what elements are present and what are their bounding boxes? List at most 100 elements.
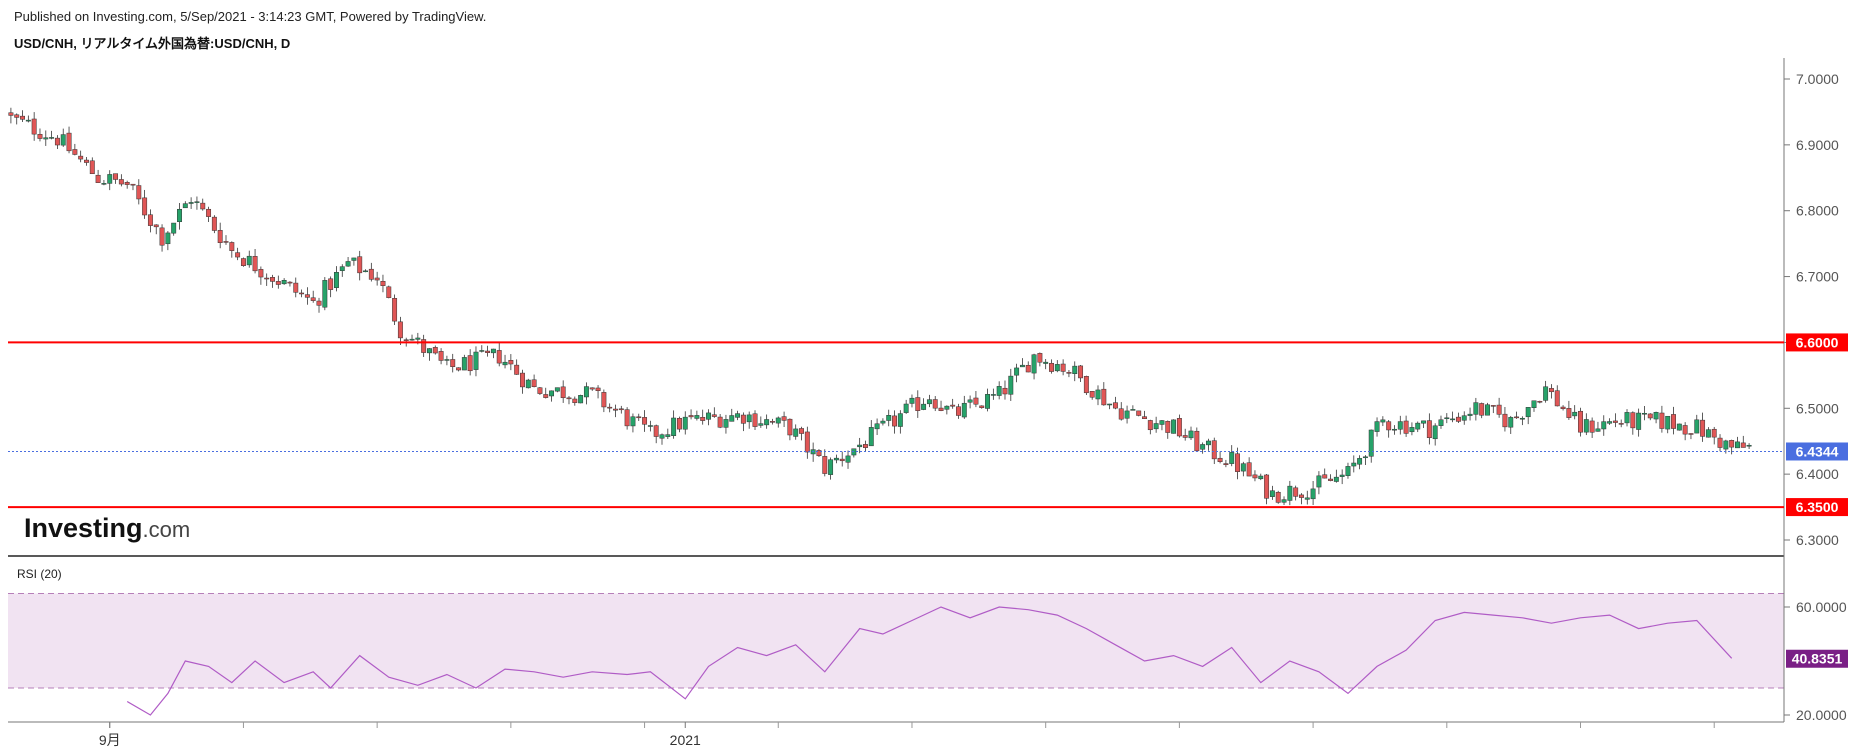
candle-body <box>1043 361 1049 364</box>
candle-body <box>479 350 485 352</box>
candle-body <box>1351 462 1357 467</box>
candle-body <box>1229 452 1235 464</box>
candle-body <box>1211 440 1217 460</box>
candle-body <box>915 397 921 411</box>
candle-body <box>1165 421 1171 433</box>
candle-body <box>537 387 543 394</box>
candle-body <box>1403 420 1409 434</box>
candle-body <box>1537 400 1543 403</box>
candle-body <box>461 357 467 371</box>
candle-body <box>1508 417 1514 428</box>
candle-body <box>1304 497 1310 500</box>
candle-body <box>892 415 897 427</box>
candle-body <box>409 338 415 341</box>
candle-body <box>717 416 723 428</box>
candle-body <box>961 402 967 418</box>
candle-body <box>1066 372 1072 374</box>
candle-body <box>735 413 741 418</box>
candle-body <box>1281 499 1287 503</box>
candle-body <box>95 174 101 183</box>
candle-body <box>1153 423 1159 430</box>
candle-body <box>1705 429 1711 438</box>
level-tag <box>1786 333 1848 352</box>
candle-body <box>816 450 822 457</box>
candle-body <box>310 297 316 301</box>
candle-body <box>729 415 735 422</box>
candle-body <box>490 348 496 354</box>
candle-body <box>514 364 520 375</box>
candle-body <box>1409 427 1415 433</box>
candle-body <box>1729 440 1735 448</box>
candle-body <box>78 155 84 160</box>
candle-body <box>647 425 653 427</box>
candle-body <box>1252 474 1258 479</box>
candle-body <box>1264 474 1270 499</box>
candle-body <box>682 416 688 430</box>
candle-body <box>607 406 613 409</box>
candle-body <box>1130 409 1136 411</box>
candle-body <box>560 386 566 399</box>
candle-body <box>246 255 252 266</box>
candle-body <box>1357 458 1363 465</box>
candle-body <box>1514 416 1520 419</box>
candle-body <box>188 202 194 204</box>
candle-body <box>769 421 775 423</box>
candle-body <box>1025 365 1031 373</box>
candle-body <box>1316 475 1322 488</box>
candle-body <box>211 216 217 231</box>
candle-body <box>1450 418 1456 421</box>
level-tag-label: 6.3500 <box>1796 499 1839 515</box>
candle-body <box>1659 412 1665 429</box>
candle-body <box>1293 487 1299 497</box>
candle-body <box>1735 441 1740 449</box>
candle-body <box>1636 412 1642 430</box>
candle-body <box>1641 412 1647 415</box>
time-axis-ticks: 9月 2021 <box>99 722 1715 748</box>
candle-body <box>1118 408 1124 420</box>
candle-body <box>1095 389 1101 400</box>
candle-body <box>1548 388 1554 393</box>
price-tick-label: 6.4000 <box>1796 466 1839 482</box>
candle-body <box>1455 416 1461 422</box>
candle-body <box>572 398 578 403</box>
candle-body <box>1543 386 1549 401</box>
candle-body <box>1107 403 1113 406</box>
candle-body <box>333 272 339 288</box>
candle-body <box>1287 485 1293 501</box>
candle-body <box>421 339 427 353</box>
price-tick-label: 6.8000 <box>1796 203 1839 219</box>
candle-body <box>1147 420 1153 431</box>
candle-body <box>740 414 746 424</box>
candle-body <box>1310 488 1316 500</box>
candle-body <box>1473 402 1479 415</box>
candle-body <box>613 408 618 411</box>
candle-body <box>1485 404 1490 416</box>
candle-body <box>1415 422 1421 430</box>
candle-body <box>1531 400 1537 408</box>
candle-body <box>1124 410 1130 419</box>
candle-body <box>589 387 595 390</box>
candle-body <box>566 397 572 400</box>
candle-body <box>1560 406 1566 410</box>
candle-body <box>1595 428 1601 432</box>
candle-body <box>403 339 409 341</box>
candle-body <box>136 185 142 200</box>
candle-body <box>1205 440 1211 446</box>
candle-body <box>1572 411 1578 417</box>
candle-body <box>618 408 624 411</box>
candle-body <box>432 347 438 354</box>
candle-body <box>1618 423 1624 425</box>
candle-body <box>781 416 787 421</box>
candle-body <box>1386 421 1392 431</box>
candle-body <box>1688 433 1694 435</box>
candle-body <box>578 395 584 404</box>
candle-body <box>868 427 874 447</box>
price-tick-label: 6.7000 <box>1796 269 1839 285</box>
candle-body <box>1339 474 1345 477</box>
candle-body <box>659 434 665 439</box>
candle-body <box>932 399 938 409</box>
candle-body <box>229 242 235 251</box>
candle-body <box>874 423 880 430</box>
candle-body <box>1060 363 1066 372</box>
